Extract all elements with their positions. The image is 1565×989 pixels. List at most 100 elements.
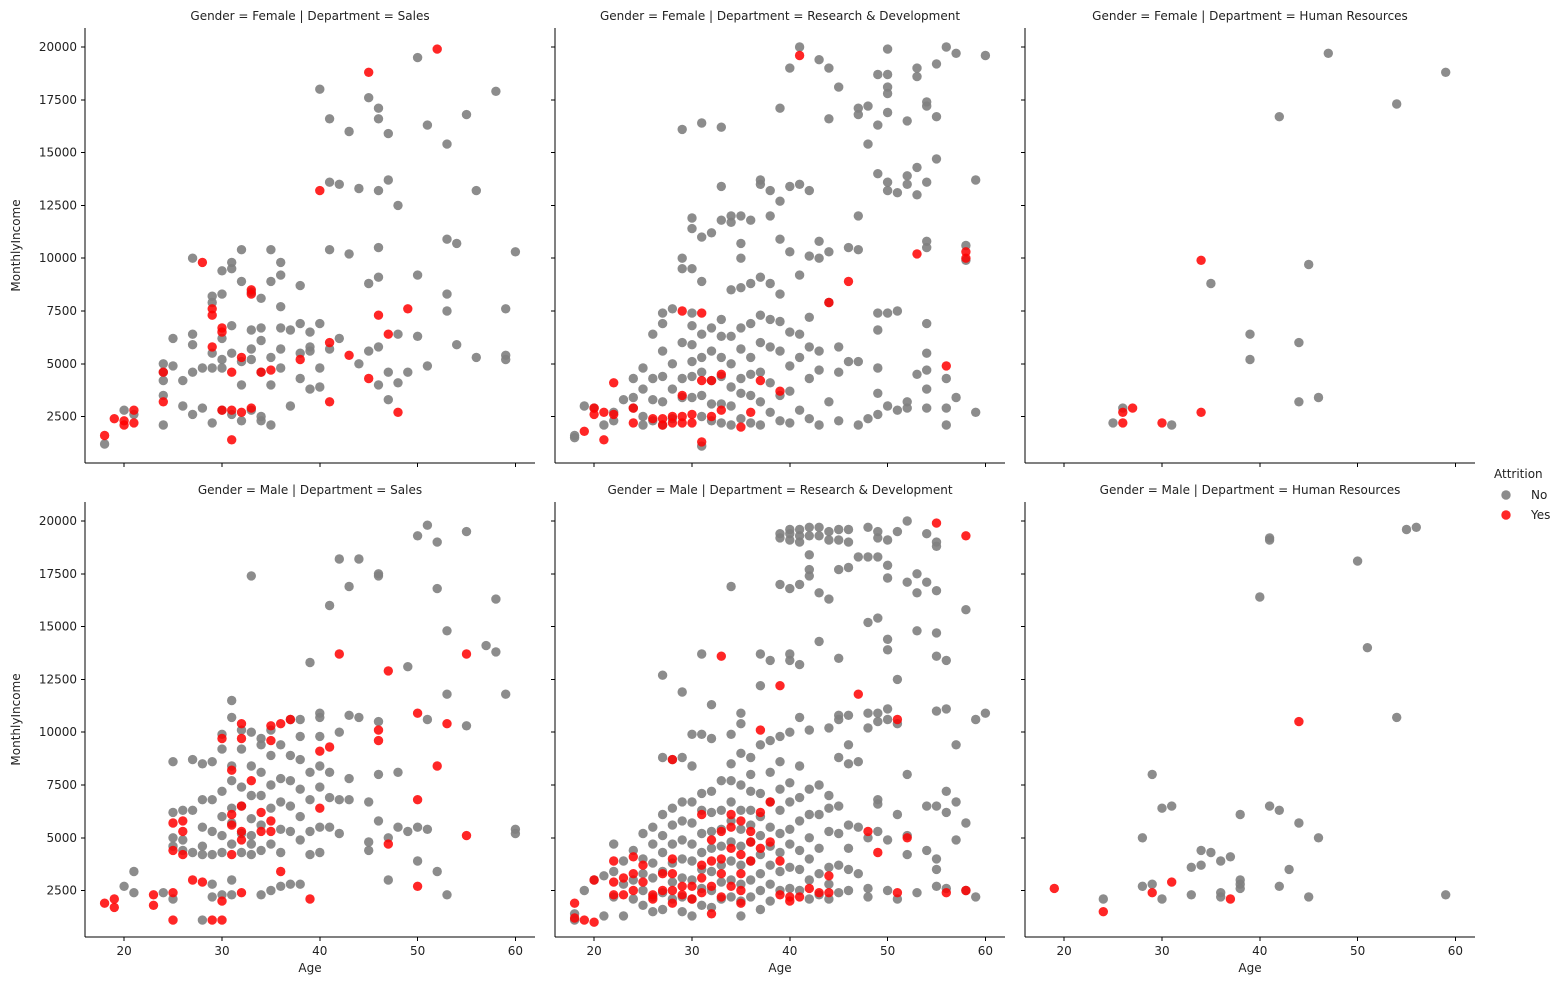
data-point xyxy=(912,162,922,173)
data-point xyxy=(246,727,256,737)
data-point xyxy=(843,276,854,287)
data-point xyxy=(931,864,942,875)
data-point xyxy=(785,535,795,545)
data-point xyxy=(912,626,922,636)
data-point xyxy=(609,890,619,900)
data-point xyxy=(168,888,178,898)
data-point xyxy=(1137,881,1148,891)
data-point xyxy=(266,735,276,746)
data-point xyxy=(276,270,286,280)
data-point xyxy=(941,42,951,52)
data-point xyxy=(609,856,619,866)
data-point xyxy=(648,839,658,849)
series-no xyxy=(1098,522,1451,904)
y-tick-label: 2500 xyxy=(46,410,77,424)
data-point xyxy=(579,885,589,896)
data-point xyxy=(373,769,384,780)
data-point xyxy=(677,881,687,891)
data-point xyxy=(1274,805,1285,815)
y-tick-label: 7500 xyxy=(46,778,77,792)
data-point xyxy=(452,238,462,249)
data-point xyxy=(931,154,942,164)
data-point xyxy=(863,552,873,562)
data-point xyxy=(197,822,208,832)
data-point xyxy=(765,860,775,870)
data-point xyxy=(824,247,834,257)
data-point xyxy=(716,181,726,192)
data-point xyxy=(824,526,834,537)
data-point xyxy=(775,103,785,113)
data-point xyxy=(256,323,266,333)
data-point xyxy=(775,289,785,299)
data-point xyxy=(726,776,736,786)
data-point xyxy=(824,871,834,881)
data-point xyxy=(432,761,442,771)
data-point xyxy=(178,826,188,837)
data-point xyxy=(579,426,589,436)
data-point xyxy=(687,409,697,420)
data-point xyxy=(657,885,668,896)
data-point xyxy=(276,257,286,268)
data-point xyxy=(187,875,198,885)
data-point xyxy=(697,118,707,128)
data-point xyxy=(1206,847,1216,858)
data-point xyxy=(285,325,296,335)
data-point xyxy=(863,522,873,532)
data-point xyxy=(324,245,335,255)
data-point xyxy=(706,733,717,744)
data-point xyxy=(276,302,286,312)
data-point xyxy=(736,211,746,221)
data-point xyxy=(697,828,707,839)
data-point xyxy=(609,877,619,887)
data-point xyxy=(461,109,472,120)
data-point xyxy=(305,346,315,356)
data-point xyxy=(775,386,785,396)
data-point xyxy=(873,409,883,420)
data-point xyxy=(648,373,658,384)
data-point xyxy=(804,342,814,352)
data-point xyxy=(843,710,854,720)
data-point xyxy=(187,340,198,350)
data-point xyxy=(1196,845,1206,856)
data-point xyxy=(197,795,208,805)
data-point xyxy=(295,714,305,725)
data-point xyxy=(481,640,491,651)
y-tick-label: 20000 xyxy=(39,514,77,528)
data-point xyxy=(765,735,775,746)
y-tick-label: 10000 xyxy=(39,725,77,739)
data-point xyxy=(804,531,814,541)
data-point xyxy=(746,215,756,225)
data-point xyxy=(569,433,580,443)
data-point xyxy=(834,82,844,92)
y-tick-label: 17500 xyxy=(39,93,77,107)
data-point xyxy=(422,714,433,725)
data-point xyxy=(882,634,893,644)
data-point xyxy=(276,824,286,834)
data-point xyxy=(178,835,188,845)
data-point xyxy=(716,122,726,132)
data-point xyxy=(677,907,687,917)
data-point xyxy=(305,657,315,668)
data-point xyxy=(667,803,678,813)
data-point xyxy=(755,869,766,879)
y-axis-title: MonthlyIncome xyxy=(9,199,23,291)
data-point xyxy=(882,185,893,196)
data-point xyxy=(902,769,912,780)
legend: Attrition No Yes xyxy=(1494,467,1550,522)
data-point xyxy=(843,759,854,769)
data-point xyxy=(931,881,942,891)
data-point xyxy=(922,577,932,587)
data-point xyxy=(236,380,247,390)
data-point xyxy=(344,710,354,720)
data-point xyxy=(873,716,883,727)
data-point xyxy=(246,403,256,413)
data-point xyxy=(393,767,403,777)
data-point xyxy=(882,107,893,118)
data-point xyxy=(227,695,237,706)
data-point xyxy=(227,435,237,445)
data-point xyxy=(775,805,785,815)
data-point xyxy=(697,860,707,870)
data-point xyxy=(393,822,403,832)
data-point xyxy=(941,420,951,430)
data-point xyxy=(746,769,756,780)
